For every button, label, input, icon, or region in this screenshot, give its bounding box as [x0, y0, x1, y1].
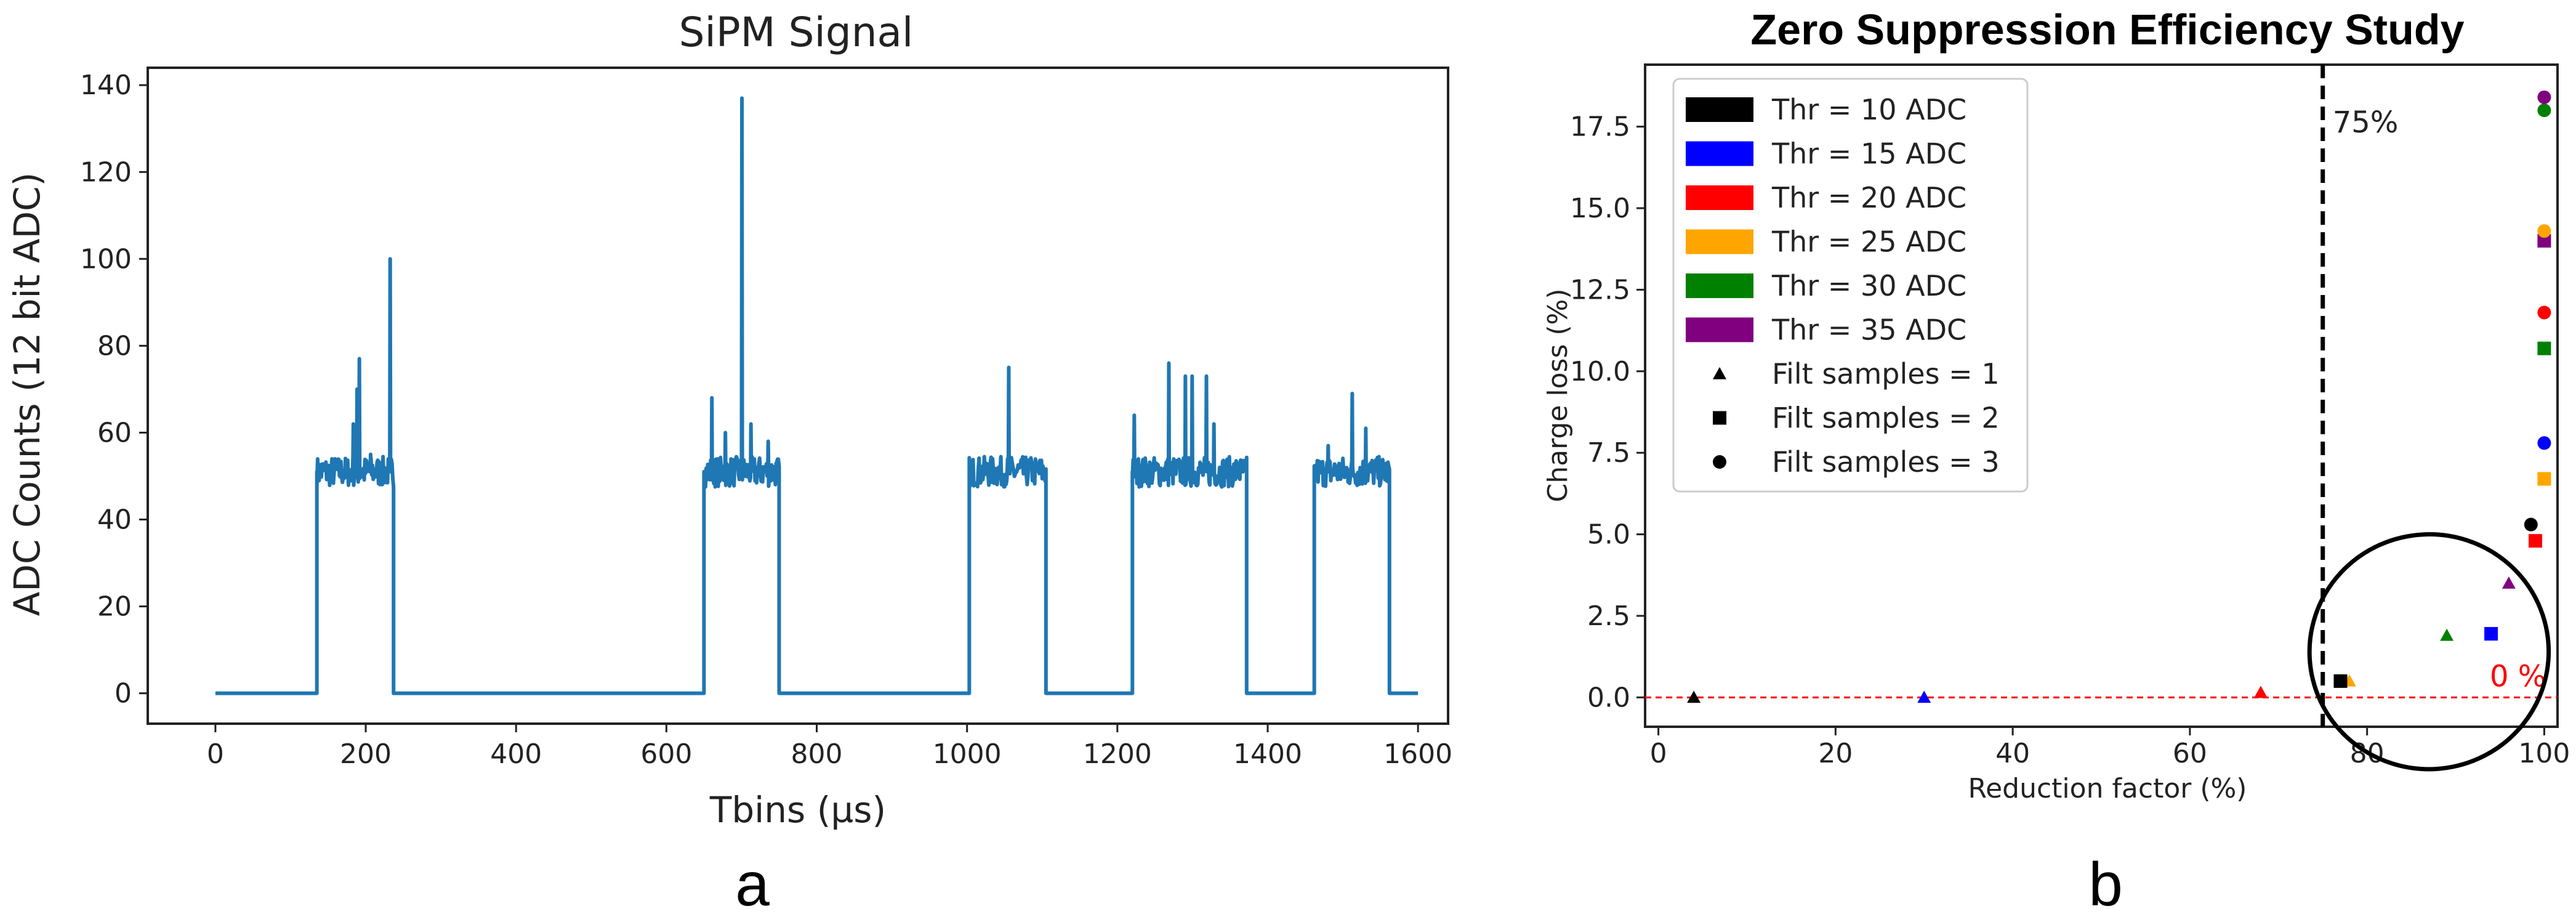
- panel-b-title: Zero Suppression Efficiency Study: [1750, 6, 2464, 54]
- panel-a-y-tick-label: 20: [97, 591, 132, 623]
- panel-a-x-axis-label: Tbins (µs): [709, 789, 886, 831]
- panel-a-x-tick-label: 200: [340, 738, 392, 770]
- panel-b-x-ticks: 0 20 40 60 80 100: [1650, 727, 2570, 769]
- panel-b-75-percent-label: 75%: [2333, 105, 2399, 140]
- panel-b-legend-swatch: [1686, 317, 1753, 342]
- panel-b-y-ticks: 0.0 2.5 5.0 7.5 10.0 12.5 15.0 17.5: [1570, 111, 1645, 713]
- panel-b-point-thr15-filt2: [2484, 627, 2498, 641]
- panel-b-legend-swatch: [1686, 185, 1753, 210]
- panel-b-y-tick-label: 7.5: [1587, 437, 1630, 469]
- panel-b-point-thr30-filt3: [2537, 103, 2551, 118]
- panel-b-legend-label: Thr = 25 ADC: [1771, 225, 1966, 259]
- panel-a-letter: a: [735, 850, 770, 919]
- panel-b-legend-swatch: [1686, 273, 1753, 298]
- panel-b-x-tick-label: 40: [1995, 738, 2030, 769]
- panel-b-legend-marker-square: [1713, 411, 1726, 425]
- panel-b-x-tick-label: 60: [2173, 738, 2207, 769]
- panel-a-y-tick-label: 80: [97, 330, 132, 362]
- panel-a-x-ticks: 0 200 400 600 800 1000 1200 1400 1600: [207, 724, 1452, 770]
- panel-b-legend-label: Filt samples = 1: [1772, 357, 2000, 390]
- panel-a-y-tick-label: 100: [80, 243, 132, 275]
- panel-a-y-tick-label: 60: [97, 417, 132, 448]
- panel-b-x-tick-label: 0: [1650, 738, 1667, 769]
- panel-a-x-tick-label: 600: [640, 738, 692, 770]
- panel-b-y-tick-label: 15.0: [1570, 193, 1630, 224]
- panel-b-y-tick-label: 5.0: [1587, 519, 1630, 551]
- panel-a-x-tick-label: 1600: [1383, 738, 1452, 770]
- panel-b-point-thr25-filt2: [2537, 472, 2551, 486]
- panel-b-highlight-ellipse: [2307, 532, 2551, 772]
- panel-b-point-thr25-filt3: [2537, 224, 2551, 238]
- panel-b-y-tick-label: 10.0: [1570, 356, 1630, 387]
- panel-b-y-tick-label: 17.5: [1570, 111, 1630, 143]
- panel-b-y-tick-label: 2.5: [1587, 601, 1630, 632]
- panel-a-x-tick-label: 800: [791, 738, 843, 770]
- panel-a-x-tick-label: 1400: [1233, 738, 1302, 770]
- panel-b-point-thr30-filt2: [2537, 341, 2551, 355]
- panel-b-point-thr20-filt1: [2253, 685, 2268, 698]
- panel-b-legend-label: Thr = 15 ADC: [1771, 137, 1966, 171]
- panel-a-y-ticks: 0 20 40 60 80 100 120 140: [80, 70, 148, 710]
- panel-a-x-tick-label: 0: [207, 738, 224, 770]
- panel-b-legend-label: Thr = 35 ADC: [1771, 313, 1966, 347]
- panel-b-legend-label: Filt samples = 3: [1772, 445, 2000, 479]
- panel-b-letter: b: [2088, 850, 2123, 919]
- panel-b-legend-label: Thr = 30 ADC: [1771, 269, 1966, 302]
- panel-a-y-axis-label: ADC Counts (12 bit ADC): [6, 172, 48, 617]
- panel-b-point-thr35-filt1: [2502, 576, 2516, 589]
- panel-b-point-thr20-filt2: [2529, 534, 2543, 548]
- panel-a-x-tick-label: 1200: [1083, 738, 1152, 770]
- panel-b-point-thr15-filt3: [2537, 436, 2551, 450]
- panel-b-y-axis-label: Charge loss (%): [1542, 289, 1574, 503]
- panel-b-point-thr10-filt1: [1687, 690, 1701, 703]
- panel-b-point-thr30-filt1: [2440, 628, 2454, 641]
- panel-b-x-tick-label: 20: [1818, 738, 1853, 769]
- panel-a-x-tick-label: 1000: [933, 738, 1002, 770]
- panel-b-point-thr15-filt1: [1917, 690, 1931, 703]
- panel-b-data-points: [1687, 90, 2551, 703]
- panel-b-legend-marker-triangle: [1713, 367, 1726, 379]
- panel-a-y-tick-label: 0: [115, 678, 132, 710]
- panel-b-y-tick-label: 12.5: [1570, 274, 1630, 305]
- panel-b-legend-label: Filt samples = 2: [1772, 402, 2000, 435]
- panel-a-y-tick-label: 140: [80, 70, 132, 101]
- panel-a-x-tick-label: 400: [490, 738, 542, 770]
- panel-b-legend-swatch: [1686, 229, 1753, 254]
- panel-b-legend-label: Thr = 20 ADC: [1771, 181, 1966, 214]
- panel-b-point-thr20-filt3: [2537, 305, 2551, 320]
- panel-b-legend-swatch: [1686, 97, 1753, 122]
- panel-b-x-tick-label: 100: [2518, 738, 2570, 769]
- panel-b-x-axis-label: Reduction factor (%): [1968, 773, 2247, 804]
- panel-a-signal-line: [215, 96, 1419, 695]
- panel-b-point-thr10-filt3: [2524, 517, 2538, 532]
- panel-a-y-tick-label: 40: [97, 504, 132, 536]
- panel-b-point-thr35-filt2: [2537, 233, 2551, 248]
- panel-a-title: SiPM Signal: [679, 9, 914, 56]
- panel-b-legend: Thr = 10 ADC Thr = 15 ADC Thr = 20 ADC Thr …: [1672, 78, 2029, 493]
- panel-b-y-tick-label: 0.0: [1587, 682, 1630, 713]
- panel-b-scatter-chart: Zero Suppression Efficiency Study 0 20 40 6…: [1542, 6, 2570, 919]
- panel-b-legend-box: [1672, 78, 2029, 493]
- panel-a-y-tick-label: 120: [80, 156, 132, 188]
- panel-a-signal-chart: SiPM Signal 0 200 400 600 800 1000 1200 1400 160…: [6, 9, 1452, 919]
- panel-b-point-thr10-filt2: [2333, 674, 2348, 688]
- panel-b-zero-percent-label: 0 %: [2490, 659, 2546, 694]
- panel-a-plot-area: [147, 67, 1449, 725]
- panel-b-legend-label: Thr = 10 ADC: [1771, 93, 1966, 126]
- panel-b-legend-marker-circle: [1713, 455, 1726, 469]
- panel-b-point-thr35-filt3: [2537, 90, 2551, 104]
- panel-b-legend-swatch: [1686, 141, 1753, 166]
